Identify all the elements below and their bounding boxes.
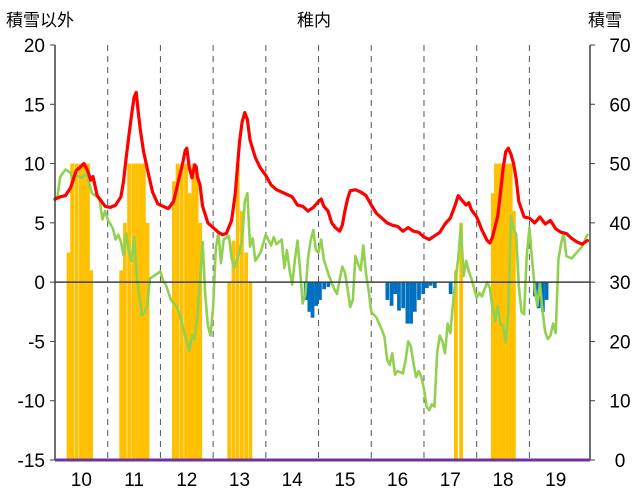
bar	[508, 163, 513, 461]
bar	[428, 282, 433, 286]
bar	[544, 282, 549, 300]
bar	[454, 270, 458, 460]
bar	[231, 240, 236, 460]
bar	[187, 193, 192, 460]
x-tick-label: 19	[545, 470, 566, 491]
bar	[122, 222, 127, 460]
bar	[326, 282, 331, 287]
bar	[227, 282, 232, 460]
bar	[240, 211, 244, 460]
bar	[307, 282, 312, 312]
left-tick-label: 20	[24, 36, 45, 57]
bar	[459, 222, 464, 460]
left-tick-label: 5	[34, 214, 45, 235]
bar	[70, 163, 75, 461]
bar	[235, 163, 240, 461]
bar	[244, 252, 248, 460]
bar	[89, 270, 94, 460]
bar	[145, 222, 150, 460]
right-tick-label: 0	[615, 451, 626, 472]
bar	[490, 193, 495, 460]
left-axis-label: 積雪以外	[6, 11, 74, 31]
snow-bars	[66, 163, 549, 461]
bar	[417, 282, 421, 300]
bar	[540, 282, 545, 312]
bar	[421, 282, 426, 294]
bar	[314, 282, 319, 306]
x-tick-label: 18	[492, 470, 513, 491]
right-tick-label: 50	[609, 155, 630, 176]
left-tick-label: 15	[24, 95, 45, 116]
bar	[318, 282, 322, 300]
bar	[448, 282, 453, 294]
x-tick-label: 17	[440, 470, 461, 491]
green-series-line	[53, 168, 589, 412]
red-series-line	[53, 90, 589, 246]
bar	[412, 282, 417, 312]
bar	[389, 282, 394, 306]
bar	[74, 163, 79, 461]
bar	[198, 222, 203, 460]
left-tick-label: 10	[24, 155, 45, 176]
x-tick-label: 16	[387, 470, 408, 491]
grid	[107, 45, 530, 460]
bar	[248, 282, 253, 460]
left-tick-label: -10	[18, 392, 45, 413]
bar	[401, 282, 406, 309]
bar	[86, 163, 90, 461]
bar	[82, 163, 87, 461]
x-tick-label: 14	[282, 470, 304, 491]
right-axis-label: 積雪	[588, 11, 622, 31]
left-tick-label: -15	[18, 451, 45, 472]
left-tick-label: -5	[28, 332, 45, 353]
bar	[322, 282, 326, 290]
bar	[385, 282, 390, 300]
bar	[501, 163, 506, 461]
bar	[119, 270, 124, 460]
bar	[135, 163, 139, 461]
right-tick-label: 10	[609, 392, 630, 413]
bar	[191, 163, 196, 461]
bar	[172, 181, 176, 460]
bar	[432, 282, 437, 289]
x-tick-label: 10	[71, 470, 92, 491]
x-tick-label: 13	[229, 470, 250, 491]
bar	[131, 163, 136, 461]
right-tick-label: 30	[609, 273, 630, 294]
series-lines	[53, 90, 589, 412]
right-tick-label: 70	[609, 36, 630, 57]
left-tick-label: 0	[34, 273, 45, 294]
bar	[393, 282, 398, 294]
x-tick-label: 12	[176, 470, 197, 491]
bar	[310, 282, 315, 318]
bar	[511, 211, 516, 460]
bar	[66, 252, 71, 460]
bar	[405, 282, 410, 324]
bar	[184, 163, 188, 461]
bar	[179, 163, 184, 461]
bar	[425, 282, 429, 289]
right-tick-label: 20	[609, 332, 630, 353]
bar	[397, 282, 401, 311]
right-tick-label: 60	[609, 95, 630, 116]
bar	[78, 163, 83, 461]
bar	[409, 282, 413, 324]
right-tick-label: 40	[609, 214, 630, 235]
x-tick-label: 15	[334, 470, 355, 491]
x-tick-label: 11	[124, 470, 144, 491]
chart-title: 稚内	[297, 11, 331, 31]
bar	[127, 163, 131, 461]
